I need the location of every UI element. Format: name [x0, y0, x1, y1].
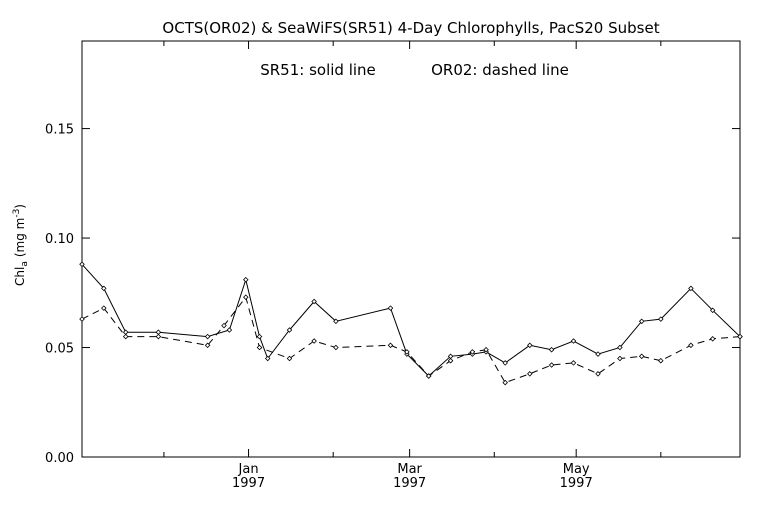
- y-axis-label: Chla (mg m-3): [12, 204, 30, 286]
- x-tick-year-label: 1997: [560, 476, 593, 491]
- y-axis-label-exponent: -3: [12, 209, 22, 218]
- data-point-or02: [286, 355, 293, 362]
- data-point-sr51: [502, 360, 508, 366]
- y-tick-label: 0.10: [45, 232, 74, 247]
- y-axis-label-units: (mg m: [13, 218, 27, 258]
- data-point-or02: [638, 353, 645, 360]
- data-point-or02: [548, 362, 555, 368]
- y-axis: 0.00 0.05 0.10 0.15: [45, 123, 740, 466]
- data-point-or02: [221, 322, 227, 329]
- data-point-or02: [256, 344, 263, 351]
- data-point-or02: [155, 333, 162, 340]
- data-point-or02: [447, 357, 454, 364]
- data-point-sr51: [286, 327, 293, 333]
- data-point-sr51: [333, 318, 339, 325]
- series-line-or02: [81, 296, 741, 384]
- data-point-or02: [387, 342, 394, 349]
- y-tick-label: 0.05: [45, 342, 74, 357]
- data-point-sr51: [548, 346, 555, 353]
- y-axis-label-subscript: a: [20, 261, 30, 267]
- data-point-sr51: [155, 329, 162, 335]
- data-point-sr51: [387, 305, 394, 311]
- data-point-or02: [469, 349, 476, 355]
- chart-title: OCTS(OR02) & SeaWiFS(SR51) 4-Day Chlorop…: [162, 19, 659, 37]
- y-tick-label: 0.00: [45, 451, 74, 466]
- data-point-sr51: [204, 333, 211, 340]
- plot-frame: [81, 40, 741, 458]
- data-point-sr51: [79, 261, 85, 268]
- data-point-sr51: [617, 344, 623, 351]
- data-point-sr51: [243, 276, 249, 283]
- data-point-sr51: [101, 285, 107, 292]
- x-tick-year-label: 1997: [393, 476, 426, 491]
- data-point-sr51: [226, 327, 233, 333]
- data-point-or02: [502, 379, 508, 386]
- data-point-sr51: [595, 351, 601, 357]
- data-point-sr51: [658, 316, 664, 322]
- data-point-or02: [709, 336, 716, 342]
- y-axis-label-main: Chl: [13, 267, 27, 286]
- data-point-or02: [311, 338, 317, 344]
- x-tick-label: Mar: [397, 462, 422, 477]
- x-tick-year-label: 1997: [232, 476, 265, 491]
- y-axis-label-close: ): [13, 204, 27, 209]
- data-point-or02: [688, 342, 694, 349]
- data-point-sr51: [256, 333, 263, 340]
- data-point-sr51: [688, 285, 694, 292]
- data-point-or02: [333, 344, 339, 351]
- data-point-or02: [204, 342, 211, 349]
- data-point-or02: [595, 371, 601, 377]
- y-tick-label: 0.15: [45, 123, 74, 138]
- data-point-sr51: [570, 338, 577, 344]
- data-point-or02: [617, 355, 623, 362]
- data-point-or02: [483, 346, 489, 353]
- data-point-sr51: [709, 307, 716, 314]
- x-tick-label: May: [563, 462, 590, 477]
- data-point-sr51: [638, 318, 645, 325]
- series-layer: [79, 261, 743, 386]
- data-point-sr51: [527, 342, 533, 349]
- data-point-or02: [527, 371, 533, 377]
- x-tick-label: Jan: [238, 462, 259, 477]
- data-point-sr51: [122, 329, 129, 335]
- annotation-solid-line: SR51: solid line: [260, 61, 376, 79]
- data-point-sr51: [264, 355, 271, 362]
- data-point-or02: [737, 333, 743, 340]
- data-point-or02: [243, 294, 249, 300]
- data-point-or02: [101, 305, 107, 311]
- data-point-or02: [658, 357, 664, 364]
- data-point-or02: [79, 316, 85, 322]
- annotation-dashed-line: OR02: dashed line: [431, 61, 569, 79]
- data-point-sr51: [311, 298, 317, 305]
- data-point-or02: [404, 349, 410, 355]
- data-point-or02: [122, 333, 129, 340]
- data-point-or02: [425, 373, 432, 379]
- data-point-or02: [570, 360, 577, 366]
